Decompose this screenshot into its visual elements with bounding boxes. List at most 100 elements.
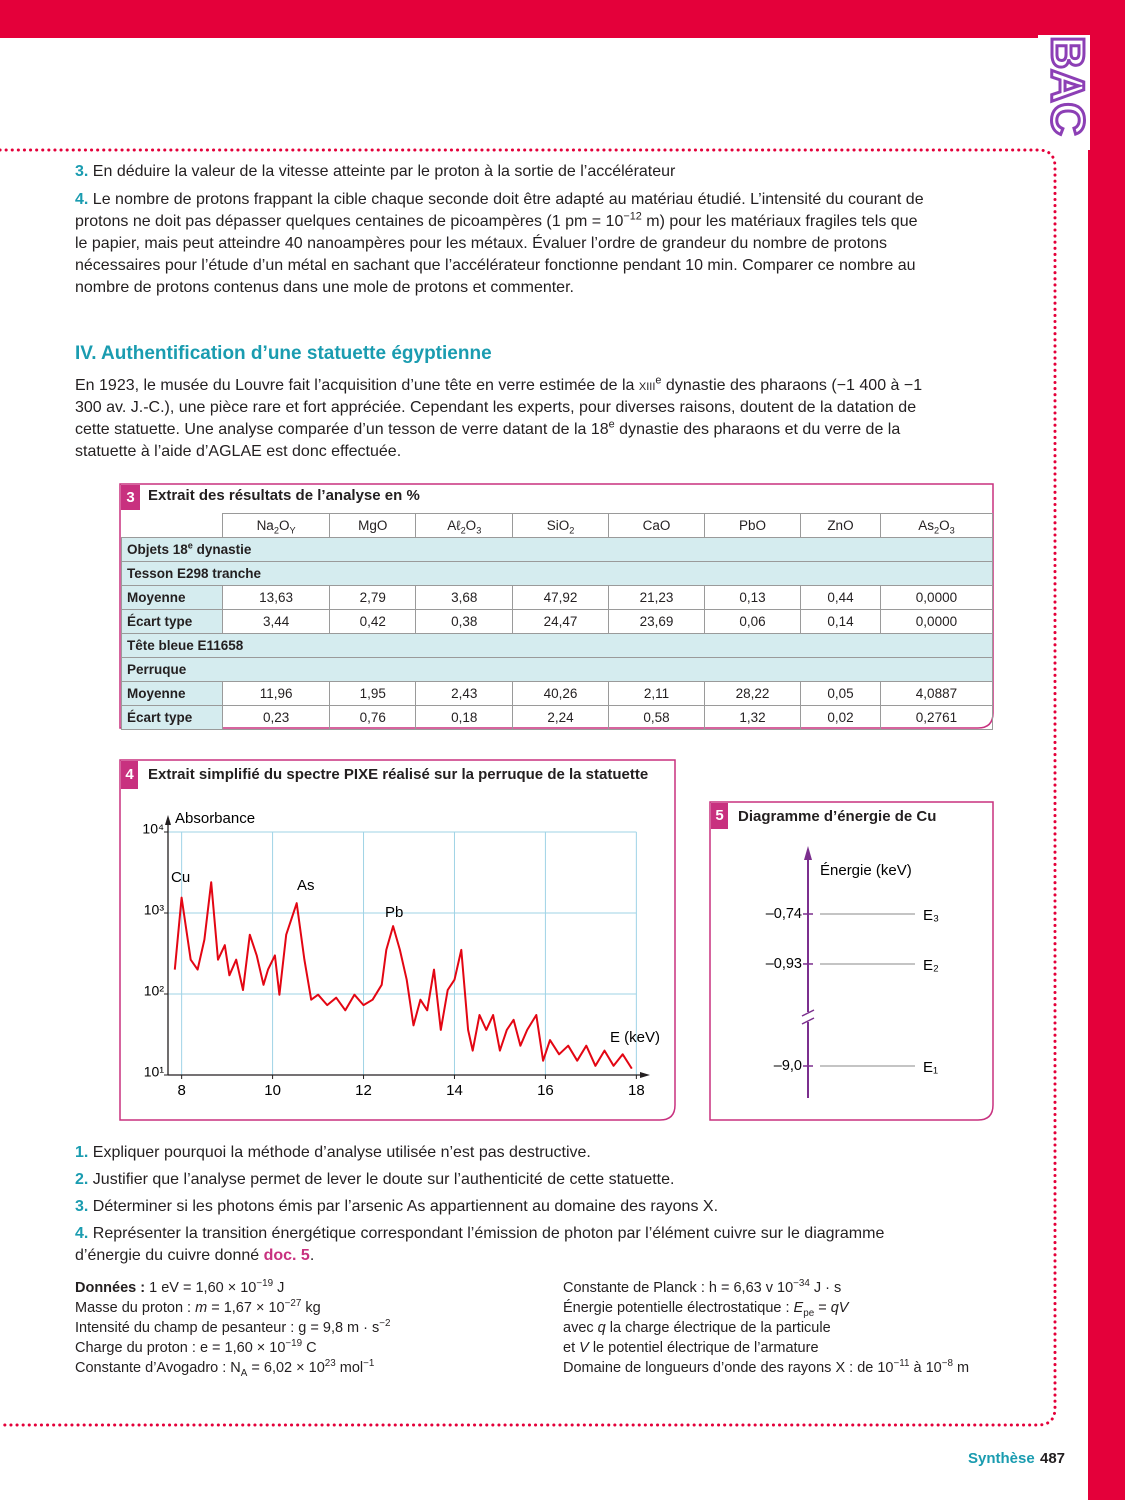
energy-axis-label: Énergie (keV)	[820, 862, 912, 879]
text-run: m	[952, 1360, 970, 1376]
table-cell: 11,96	[221, 681, 331, 706]
x-tick-label: 12	[355, 1082, 372, 1099]
energy-diagram: Énergie (keV) –0,74 E₃ –0,93 E₂ –9,0 E₁	[766, 846, 939, 1098]
text-run: pe	[803, 1307, 815, 1319]
text-run: .	[309, 1247, 315, 1264]
text-run: ZnO	[827, 518, 854, 533]
text-run: Aℓ	[447, 518, 461, 533]
top-band	[0, 0, 1125, 38]
data-line: Masse du proton : m = 1,67 × 10−27 kg	[75, 1298, 391, 1318]
level-name: E₂	[923, 957, 939, 974]
text-run: Na	[256, 518, 274, 533]
question: 2. Justifier que l’analyse permet de lev…	[75, 1169, 925, 1191]
data-line: Domaine de longueurs d’onde des rayons X…	[563, 1358, 969, 1378]
text-run: Expliquer pourquoi la méthode d’analyse …	[92, 1144, 591, 1161]
text-run: −19	[285, 1338, 303, 1350]
table-cell: 0,0000	[879, 609, 994, 634]
x-tick-label: 18	[628, 1082, 645, 1099]
text-run: Masse du proton :	[75, 1300, 196, 1316]
doc-number: 3	[121, 485, 140, 510]
spectrum-chart: 10¹ 10² 10³ 10⁴ 8 10 12 14 16 18 Absorbance E (keV)…	[142, 810, 660, 1099]
text-run: 3	[949, 525, 955, 536]
text-run: 1 eV = 1,60 × 10	[145, 1280, 257, 1296]
text-run: −2	[379, 1318, 391, 1330]
table-cell: 1,95	[329, 681, 417, 706]
text-run: Représenter la transition énergétique co…	[75, 1225, 885, 1264]
text-run: =	[814, 1300, 831, 1316]
table-cell: 0,23	[221, 705, 331, 730]
y-tick-label: 10³	[144, 902, 165, 918]
table-cell: 40,26	[512, 681, 610, 706]
data-line: avec q la charge électrique de la partic…	[563, 1318, 969, 1338]
doc-title: Extrait des résultats de l’analyse en %	[148, 487, 420, 504]
text-run: Constante de Planck : h = 6,63 v 10	[563, 1280, 794, 1296]
y-tick-label: 10²	[144, 983, 165, 999]
y-arrow	[165, 815, 171, 825]
row-label: Écart type	[121, 705, 223, 730]
table-cell: 2,11	[608, 681, 706, 706]
question: 1. Expliquer pourquoi la méthode d’analy…	[75, 1142, 925, 1164]
table-row: Écart type 0,23 0,76 0,18 2,24 0,58 1,32 0,02 0,…	[121, 705, 994, 730]
table-cell: 13,63	[221, 585, 331, 610]
question-text: Expliquer pourquoi la méthode d’analyse …	[93, 1144, 591, 1161]
text-run: Tête bleue E11658	[127, 638, 244, 653]
text-run: J	[273, 1280, 285, 1296]
doc-title: Extrait simplifié du spectre PIXE réalis…	[148, 766, 649, 783]
text-run: e	[187, 540, 193, 551]
table-cell: 0,18	[415, 705, 514, 730]
text-run: −1	[363, 1358, 375, 1370]
column-header: As2O3	[879, 513, 994, 538]
table-cell: 0,13	[704, 585, 802, 610]
table-cell: 21,23	[608, 585, 706, 610]
question-text: En déduire la valeur de la vitesse attei…	[93, 163, 676, 180]
doc-number: 5	[711, 803, 728, 829]
text-run: 2	[460, 525, 466, 536]
column-header: PbO	[704, 513, 802, 538]
energy-tick-label: –0,93	[766, 956, 802, 972]
peak-label: Cu	[171, 869, 190, 886]
y-tick-label: 10¹	[144, 1064, 165, 1080]
text-run: CaO	[642, 518, 671, 533]
table-row: Moyenne 11,96 1,95 2,43 40,26 2,11 28,22 0,05 4,…	[121, 681, 994, 706]
data-line: Constante de Planck : h = 6,63 v 10−34 J…	[563, 1278, 969, 1298]
text-run: e	[655, 374, 662, 387]
x-tick-label: 10	[264, 1082, 281, 1099]
text-run: A	[240, 1367, 248, 1379]
question-text: Justifier que l’analyse permet de lever …	[93, 1171, 675, 1188]
energy-arrow	[804, 846, 812, 860]
table-row: Perruque	[121, 657, 993, 682]
question: 3. En déduire la valeur de la vitesse at…	[75, 161, 925, 183]
table-cell: 0,06	[704, 609, 802, 634]
question: 3. Déterminer si les photons émis par l’…	[75, 1196, 925, 1218]
text-run: dynastie des pharaons (−1 400 à −1 300 a…	[75, 377, 923, 438]
column-header: MgO	[329, 513, 417, 538]
section-cell: Tête bleue E11658	[121, 633, 993, 658]
data-right: Constante de Planck : h = 6,63 v 10−34 J…	[563, 1278, 969, 1378]
text-run: −27	[284, 1298, 302, 1310]
question: 4. Représenter la transition énergétique…	[75, 1223, 925, 1267]
x-tick-label: 14	[446, 1082, 463, 1099]
text-run: −34	[793, 1278, 810, 1290]
table-cell: 23,69	[608, 609, 706, 634]
text-run: doc. 5	[263, 1247, 310, 1264]
intro: En 1923, le musée du Louvre fait l’acqui…	[75, 375, 925, 463]
doc4-frame	[119, 759, 676, 1121]
text-run: m	[195, 1300, 208, 1316]
text-run: Charge du proton : e = 1,60 × 10	[75, 1340, 286, 1356]
level-name: E₁	[923, 1059, 938, 1076]
energy-tick-label: –9,0	[774, 1058, 802, 1074]
text-run: dynastie	[192, 542, 252, 557]
data-line: Intensité du champ de pesanteur : g = 9,…	[75, 1318, 391, 1338]
column-header: SiO2	[512, 513, 610, 538]
data-line: Constante d’Avogadro : NA = 6,02 × 1023 …	[75, 1358, 391, 1379]
text-run: C	[302, 1340, 317, 1356]
table-row: Moyenne 13,63 2,79 3,68 47,92 21,23 0,13 0,44 0,…	[121, 585, 994, 610]
text-run: dynastie des pharaons et du verre de la …	[75, 421, 901, 460]
text-run: e	[608, 418, 615, 431]
table-cell: 0,58	[608, 705, 706, 730]
text-run: Domaine de longueurs d’onde des rayons X…	[563, 1360, 894, 1376]
table-cell: 0,05	[800, 681, 881, 706]
text-run: m) pour les matériaux fragiles tels que …	[75, 213, 918, 296]
text-run: Justifier que l’analyse permet de lever …	[92, 1171, 675, 1188]
